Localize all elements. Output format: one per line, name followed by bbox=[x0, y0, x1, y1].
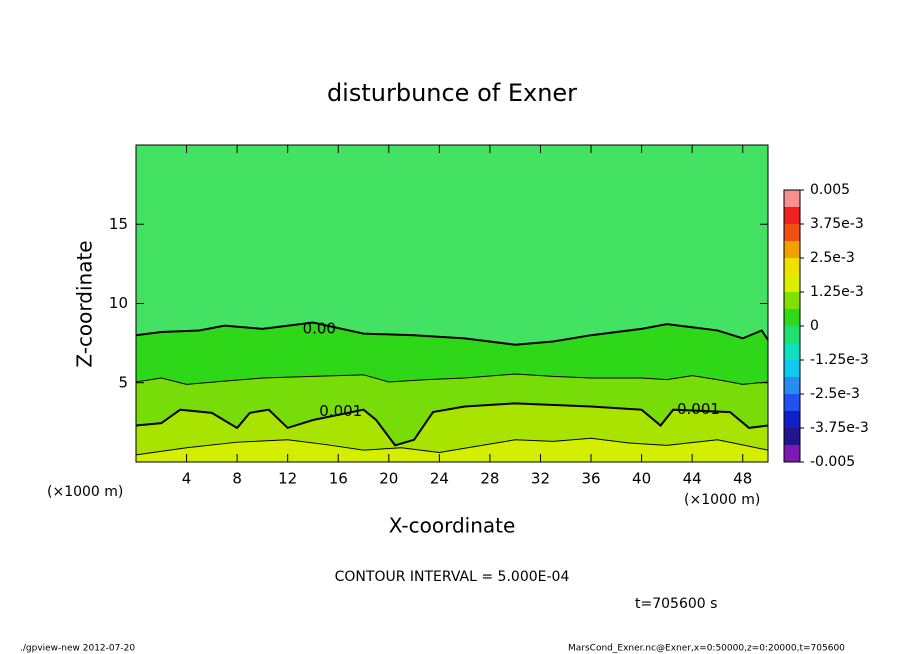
colorbar-band bbox=[784, 394, 800, 411]
contour-line bbox=[135, 321, 769, 346]
x-tick-label: 28 bbox=[480, 470, 499, 488]
x-tick-label: 8 bbox=[232, 470, 242, 488]
x-tick-label: 20 bbox=[379, 470, 398, 488]
contour-label: 0.001 bbox=[319, 402, 362, 420]
contour-label: 0.001 bbox=[677, 400, 720, 418]
colorbar-band bbox=[784, 445, 800, 462]
contour-line bbox=[135, 373, 769, 385]
colorbar-band bbox=[784, 377, 800, 394]
colorbar-band bbox=[784, 326, 800, 343]
colorbar-tick-label: 2.5e-3 bbox=[810, 250, 855, 266]
contour-label: 0.00 bbox=[303, 319, 336, 337]
y-axis-label: Z-coordinate bbox=[73, 240, 97, 367]
colorbar-band bbox=[784, 224, 800, 241]
y-tick-label: 10 bbox=[109, 294, 128, 312]
x-tick-label: 48 bbox=[733, 470, 752, 488]
colorbar-tick-label: -2.5e-3 bbox=[810, 386, 860, 402]
colorbar-band bbox=[784, 258, 800, 275]
contour-line bbox=[135, 437, 769, 456]
footer-right: MarsCond_Exner.nc@Exner,x=0:50000,z=0:20… bbox=[568, 644, 845, 654]
colorbar-tick-label: -0.005 bbox=[810, 454, 855, 470]
contour-interval: CONTOUR INTERVAL = 5.000E-04 bbox=[335, 569, 570, 585]
x-unit: (×1000 m) bbox=[47, 484, 123, 500]
colorbar-tick-label: 0.005 bbox=[810, 182, 850, 198]
x-tick-label: 44 bbox=[683, 470, 702, 488]
colorbar-band bbox=[784, 309, 800, 326]
filled-region bbox=[136, 438, 768, 462]
colorbar-band bbox=[784, 190, 800, 207]
y-tick-label: 15 bbox=[109, 215, 128, 233]
colorbar-tick-label: 3.75e-3 bbox=[810, 216, 864, 232]
colorbar-tick-label: 1.25e-3 bbox=[810, 284, 864, 300]
x-tick-label: 12 bbox=[278, 470, 297, 488]
x-tick-label: 40 bbox=[632, 470, 651, 488]
colorbar-tick-label: 0 bbox=[810, 318, 819, 334]
x-tick-label: 16 bbox=[329, 470, 348, 488]
footer-left: ./gpview-new 2012-07-20 bbox=[20, 644, 135, 654]
colorbar-band bbox=[784, 343, 800, 360]
colorbar-band bbox=[784, 292, 800, 309]
x-tick-label: 32 bbox=[531, 470, 550, 488]
x-axis-label: X-coordinate bbox=[389, 514, 516, 538]
contour-line bbox=[135, 402, 769, 447]
colorbar-band bbox=[784, 411, 800, 428]
y-tick-label: 5 bbox=[118, 373, 128, 391]
colorbar-band bbox=[784, 428, 800, 445]
colorbar-band bbox=[784, 360, 800, 377]
x-tick-label: 4 bbox=[182, 470, 192, 488]
x-tick-label: 36 bbox=[581, 470, 600, 488]
x-tick-label: 24 bbox=[430, 470, 449, 488]
chart-title: disturbunce of Exner bbox=[327, 79, 577, 107]
colorbar-tick-label: -3.75e-3 bbox=[810, 420, 869, 436]
colorbar-band bbox=[784, 275, 800, 292]
x-unit: (×1000 m) bbox=[684, 492, 760, 508]
colorbar-tick-label: -1.25e-3 bbox=[810, 352, 869, 368]
time-label: t=705600 s bbox=[635, 596, 717, 612]
colorbar-band bbox=[784, 241, 800, 258]
colorbar-band bbox=[784, 207, 800, 224]
